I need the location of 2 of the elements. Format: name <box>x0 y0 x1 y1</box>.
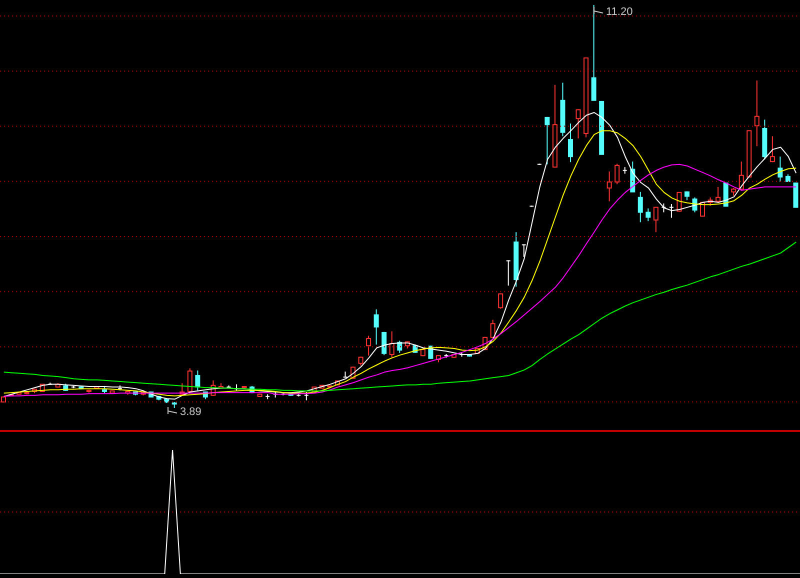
annotation: 3.89 <box>180 406 202 418</box>
annotation: 11.20 <box>606 6 633 18</box>
